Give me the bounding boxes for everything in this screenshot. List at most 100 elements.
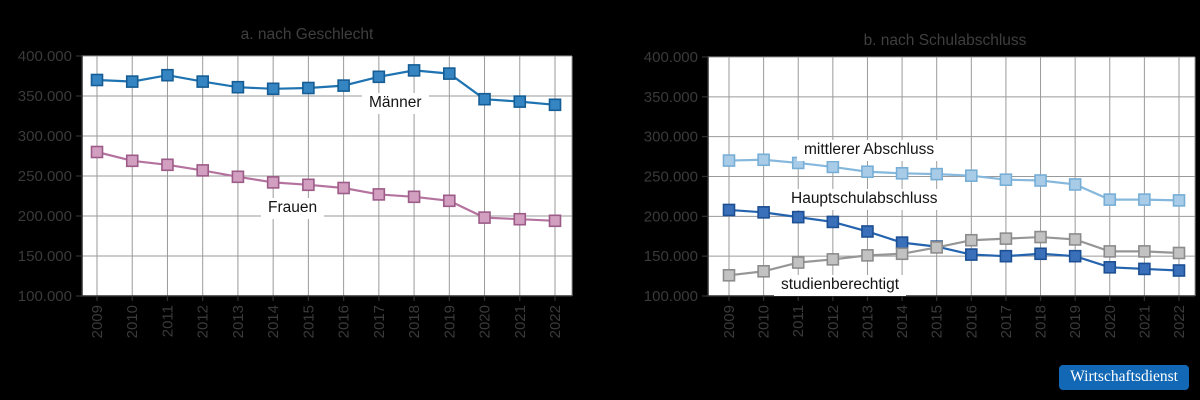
series-marker-frauen — [337, 181, 350, 195]
y-tick-label: 100.000 — [18, 288, 72, 305]
y-tick-label: 250.000 — [644, 169, 698, 186]
series-marker-studienberechtigt — [861, 249, 874, 262]
x-tick-label: 2021 — [1136, 305, 1153, 338]
x-tick-label: 2022 — [547, 305, 564, 338]
series-marker-studienberechtigt — [930, 241, 943, 254]
series-marker-frauen — [90, 145, 104, 159]
series-marker-studienberechtigt — [722, 268, 736, 282]
series-marker-maenner — [337, 79, 350, 92]
x-tick-label: 2017 — [998, 305, 1015, 338]
series-marker-maenner — [548, 98, 562, 112]
series-marker-mittlerer-abschluss — [1034, 174, 1047, 187]
series-marker-mittlerer-abschluss — [826, 160, 840, 174]
series-label-studienberechtigt: studienberechtigt — [774, 275, 907, 296]
series-marker-studienberechtigt — [1103, 245, 1117, 258]
series-marker-mittlerer-abschluss — [1103, 193, 1117, 206]
series-marker-studienberechtigt — [965, 233, 978, 247]
x-tick-label: 2010 — [124, 305, 141, 338]
series-marker-studienberechtigt — [791, 256, 805, 269]
series-marker-maenner — [443, 67, 456, 80]
y-tick-label: 200.000 — [644, 208, 698, 225]
series-marker-frauen — [125, 154, 139, 168]
x-tick-label: 2012 — [825, 305, 842, 338]
series-marker-frauen — [161, 158, 174, 172]
series-marker-maenner — [407, 64, 421, 77]
series-marker-hauptschulabschluss — [1103, 261, 1117, 274]
series-label-maenner: Männer — [362, 93, 429, 114]
x-tick-label: 2009 — [721, 305, 738, 338]
panel-b-title: b. nach Schulabschluss — [863, 32, 1027, 49]
panel-a-title: a. nach Geschlecht — [240, 26, 374, 43]
x-tick-label: 2021 — [512, 305, 529, 338]
x-tick-label: 2017 — [371, 305, 388, 338]
y-tick-label: 200.000 — [18, 208, 72, 225]
series-marker-hauptschulabschluss — [826, 215, 840, 229]
series-marker-studienberechtigt — [1138, 245, 1151, 258]
series-marker-studienberechtigt — [895, 247, 909, 261]
series-marker-frauen — [302, 178, 315, 192]
series-marker-maenner — [196, 75, 209, 88]
x-tick-label: 2016 — [963, 305, 980, 338]
x-tick-label: 2015 — [929, 305, 946, 338]
series-marker-hauptschulabschluss — [1034, 247, 1047, 261]
series-marker-frauen — [478, 211, 491, 224]
y-tick-label: 100.000 — [644, 288, 698, 305]
x-tick-label: 2019 — [441, 305, 458, 338]
y-tick-label: 400.000 — [18, 48, 72, 65]
series-marker-mittlerer-abschluss — [895, 167, 909, 180]
y-tick-label: 350.000 — [18, 88, 72, 105]
series-marker-hauptschulabschluss — [861, 225, 874, 238]
series-marker-frauen — [372, 188, 386, 201]
series-marker-mittlerer-abschluss — [930, 167, 943, 181]
x-tick-label: 2009 — [89, 305, 106, 338]
series-marker-maenner — [161, 68, 174, 82]
series-marker-studienberechtigt — [1172, 246, 1186, 260]
x-tick-label: 2015 — [300, 305, 317, 338]
x-tick-label: 2014 — [894, 305, 911, 338]
series-marker-studienberechtigt — [1068, 233, 1082, 246]
series-marker-frauen — [266, 176, 280, 189]
series-marker-maenner — [372, 70, 386, 84]
series-marker-hauptschulabschluss — [722, 203, 736, 217]
y-tick-label: 400.000 — [644, 49, 698, 66]
series-marker-hauptschulabschluss — [1068, 249, 1082, 263]
series-marker-frauen — [513, 212, 527, 226]
series-marker-studienberechtigt — [826, 253, 840, 266]
series-marker-frauen — [231, 170, 245, 184]
x-tick-label: 2011 — [790, 305, 807, 337]
series-marker-frauen — [196, 164, 209, 177]
series-marker-maenner — [90, 73, 104, 87]
x-tick-label: 2019 — [1067, 305, 1084, 338]
series-label-frauen: Frauen — [261, 198, 325, 219]
y-tick-label: 150.000 — [644, 248, 698, 265]
series-marker-hauptschulabschluss — [999, 249, 1013, 263]
x-tick-label: 2013 — [230, 305, 247, 338]
panel-b-chart: 400.000 350.000 300.000 250.000 200.000 150.0… — [644, 49, 1196, 338]
x-tick-label: 2022 — [1171, 305, 1188, 338]
series-marker-maenner — [266, 82, 280, 96]
x-tick-label: 2020 — [477, 305, 494, 338]
x-tick-label: 2016 — [336, 305, 353, 338]
x-tick-label: 2010 — [756, 305, 773, 338]
x-tick-label: 2018 — [406, 305, 423, 338]
series-marker-mittlerer-abschluss — [999, 173, 1013, 186]
wirtschaftsdienst-logo: Wirtschaftsdienst — [1059, 365, 1189, 390]
x-tick-label: 2011 — [159, 305, 176, 337]
series-marker-frauen — [548, 214, 562, 228]
x-tick-label: 2018 — [1033, 305, 1050, 338]
y-tick-label: 300.000 — [644, 129, 698, 146]
series-marker-hauptschulabschluss — [1138, 262, 1151, 276]
series-marker-mittlerer-abschluss — [757, 153, 770, 167]
series-marker-maenner — [125, 75, 139, 88]
panel-a-chart: 400.000 350.000 300.000 250.000 200.000 150.0… — [18, 48, 573, 338]
series-marker-frauen — [407, 190, 421, 204]
series-marker-frauen — [443, 194, 456, 208]
series-marker-studienberechtigt — [757, 265, 770, 278]
series-marker-maenner — [231, 80, 245, 94]
series-label-mittlerer-abschluss: mittlerer Abschluss — [797, 140, 942, 161]
series-marker-maenner — [513, 95, 527, 108]
series-marker-maenner — [302, 81, 315, 95]
series-label-hauptschulabschluss: Hauptschulabschluss — [784, 189, 945, 210]
series-marker-mittlerer-abschluss — [861, 165, 874, 179]
